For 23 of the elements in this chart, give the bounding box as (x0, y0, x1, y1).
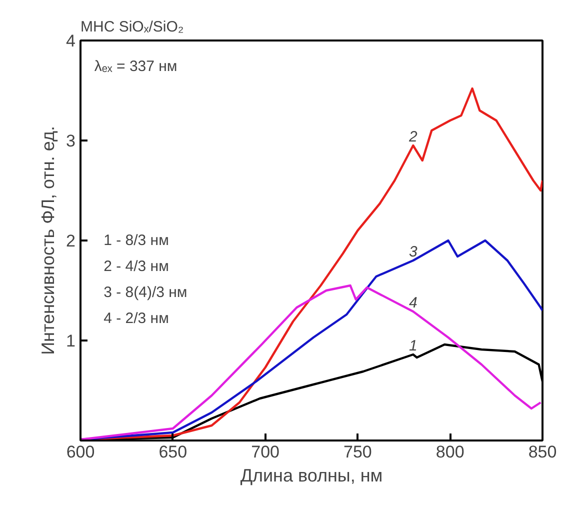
annotation: 3 - 8(4)/3 нм (104, 284, 188, 301)
x-tick-label: 650 (158, 442, 188, 462)
annotation: 1 - 8/3 нм (104, 232, 169, 249)
y-tick-label: 3 (66, 132, 76, 150)
series-label: 4 (408, 294, 418, 312)
annotation: 4 - 2/3 нм (104, 310, 169, 327)
y-tick-label: 4 (66, 32, 76, 50)
series-label: 1 (408, 338, 418, 354)
x-tick-label: 800 (436, 442, 464, 462)
series-label: 2 (408, 128, 418, 146)
x-tick-label: 700 (251, 442, 280, 462)
x-axis-title: Длина волны, нм (240, 466, 383, 486)
y-tick-label: 1 (66, 332, 76, 350)
series-label: 3 (408, 244, 418, 260)
annotation: λₑₓ = 337 нм (94, 58, 178, 75)
x-tick-label: 850 (528, 442, 557, 462)
chart-title: МНС SiOₓ/SiO₂ (80, 18, 184, 36)
x-tick-label: 750 (344, 442, 372, 462)
line-series (80, 284, 542, 440)
y-axis-title: Интенсивность ФЛ, отн. ед. (38, 126, 58, 355)
y-tick-label: 2 (66, 232, 76, 250)
x-tick-label: 600 (66, 442, 95, 462)
annotation: 2 - 4/3 нм (104, 258, 169, 275)
